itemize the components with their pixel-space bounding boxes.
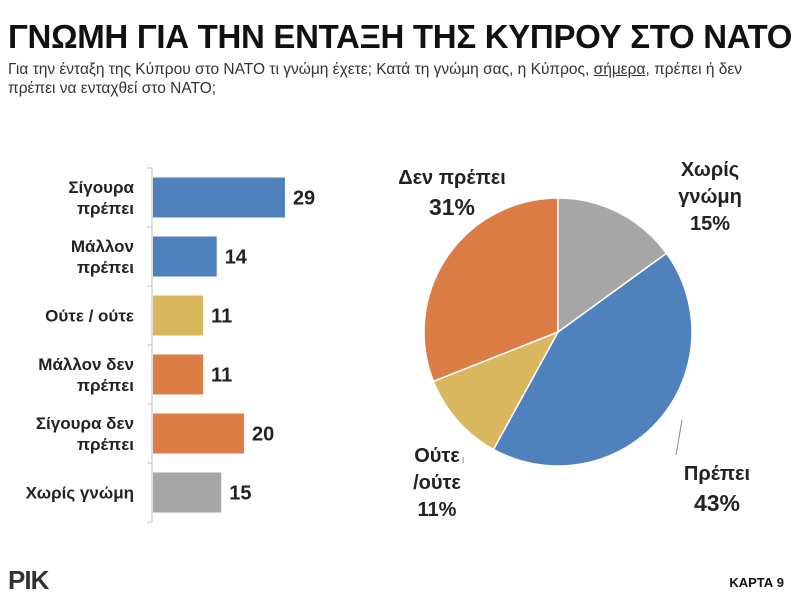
pie-slice-percent: 15%: [690, 213, 730, 235]
pie-slice-label-group: Πρέπει 43%: [675, 419, 750, 516]
bar-value-label: 14: [225, 247, 248, 269]
bar-value-label: 11: [211, 365, 232, 387]
bar-category-label: Σίγουρα πρέπει: [68, 178, 134, 218]
bar: [153, 295, 204, 336]
subtitle-text-2: , πρέπει ή δεν πρέπει να ενταχθεί στο ΝΑ…: [8, 61, 743, 97]
page-subtitle: Για την ένταξη της Κύπρου στο ΝΑΤΟ τι γν…: [8, 60, 788, 98]
pie-slice-label-group: Χωρίς γνώμη 15%: [678, 159, 742, 235]
pie-slice-label-group: Δεν πρέπει 31%: [398, 167, 506, 220]
pie-slice-percent: 11%: [418, 499, 457, 521]
map-label: ΚΑΡΤΑ 9: [729, 575, 784, 590]
pie-slice-name: /ούτε: [413, 472, 461, 494]
pie-slice: [423, 197, 559, 383]
bar-category-label: Χωρίς γνώμη: [26, 484, 134, 503]
bar-value-label: 15: [229, 483, 251, 505]
pie-leader-line: [675, 419, 683, 456]
pie-slice-name: Ούτε: [414, 445, 460, 467]
subtitle-text-1: Για την ένταξη της Κύπρου στο ΝΑΤΟ τι γν…: [8, 61, 594, 78]
pie-slice-name: Δεν πρέπει: [398, 167, 506, 189]
pie-slice-name: Πρέπει: [684, 463, 750, 485]
pie-slice: [492, 252, 693, 467]
pie-slice-name: Χωρίς: [681, 159, 739, 181]
bar-value-label: 29: [293, 188, 315, 210]
bar-category-label: Ούτε / ούτε: [45, 307, 134, 326]
bar-value-label: 11: [211, 306, 232, 328]
pie-slice-name: γνώμη: [678, 186, 742, 208]
pie-slice: [432, 330, 560, 451]
pie-slice-percent: 43%: [694, 490, 740, 516]
bar-category-label: Μάλλον πρέπει: [71, 237, 134, 277]
bar: [153, 472, 222, 513]
bar-value-label: 20: [252, 424, 274, 446]
bar: [153, 236, 217, 277]
pie-slice-percent: 31%: [429, 194, 475, 220]
page-title: ΓΝΩΜΗ ΓΙΑ ΤΗΝ ΕΝΤΑΞΗ ΤΗΣ ΚΥΠΡΟΥ ΣΤΟ ΝΑΤΟ: [8, 18, 793, 55]
bar-category-label: Σίγουρα δεν πρέπει: [36, 414, 134, 454]
pie-slice: [557, 197, 668, 334]
rik-logo: ΡΙΚ: [8, 565, 49, 595]
bar: [153, 354, 204, 395]
bar-category-label: Μάλλον δεν πρέπει: [38, 355, 134, 395]
bar: [153, 413, 244, 454]
subtitle-underlined-word: σήμερα: [593, 61, 646, 78]
bar: [153, 177, 285, 218]
pie-slice-label-group: Ούτε/ούτε 11%: [413, 445, 464, 521]
